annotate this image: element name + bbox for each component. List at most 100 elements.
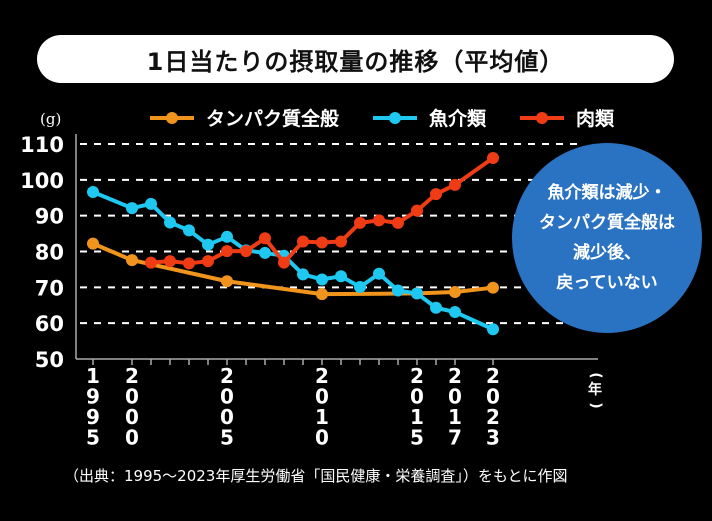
y-tick-label: 60 — [35, 312, 64, 336]
x-tick-label-char: 9 — [86, 385, 100, 409]
data-point — [316, 273, 328, 286]
data-point — [145, 256, 157, 269]
data-point — [183, 224, 195, 237]
data-point — [278, 256, 290, 269]
x-tick-label-char: 0 — [125, 405, 139, 429]
legend-label-fish: 魚介類 — [429, 108, 487, 130]
title-banner: 1日当たりの摂取量の推移（平均値） — [37, 35, 674, 83]
series-lines — [87, 151, 499, 336]
x-tick-label-char: 0 — [315, 426, 329, 450]
legend-item-fish: 魚介類 — [373, 104, 486, 131]
legend-item-protein: タンパク質全般 — [150, 104, 339, 131]
x-tick-label-char: 0 — [448, 385, 462, 409]
x-tick-label-char: 1 — [410, 405, 424, 429]
data-point — [183, 257, 195, 270]
y-tick-label: 80 — [35, 241, 64, 265]
legend: タンパク質全般 魚介類 肉類 — [150, 104, 648, 131]
x-tick-label-char: 0 — [220, 385, 234, 409]
source-note: （出典：1995～2023年厚生労働省「国民健康・栄養調査」）をもとに作図 — [64, 467, 568, 485]
callout-line: 減少後、 — [573, 243, 641, 263]
data-point — [316, 236, 328, 249]
data-point — [126, 202, 138, 215]
x-tick-label-char: 1 — [448, 405, 462, 429]
x-tick-label-char: 9 — [86, 405, 100, 429]
gridlines — [80, 143, 582, 325]
legend-swatch-meat — [520, 111, 565, 124]
x-tick-label-char: 7 — [448, 426, 462, 450]
callout-line: タンパク質全般は — [539, 213, 675, 233]
data-point — [487, 323, 499, 336]
data-point — [240, 245, 252, 258]
x-tick-label-char: 0 — [125, 426, 139, 450]
x-tick-label-char: 5 — [86, 426, 100, 450]
x-tick-label-char: 2 — [486, 364, 500, 388]
x-tick-label-char: 0 — [125, 385, 139, 409]
legend-swatch-protein — [150, 111, 194, 124]
data-point — [449, 285, 461, 298]
x-tick-label-char: 5 — [220, 426, 234, 450]
callout-line: 魚介類は減少・ — [547, 183, 667, 203]
x-tick-label-char: 0 — [486, 385, 500, 409]
data-point — [145, 197, 157, 210]
chart-title: 1日当たりの摂取量の推移（平均値） — [146, 47, 565, 76]
y-tick-label: 110 — [20, 133, 64, 157]
data-point — [297, 268, 309, 281]
x-tick-label-char: 2 — [220, 364, 234, 388]
data-point — [487, 281, 499, 294]
y-tick-labels: 50 60 70 80 90 100 110 — [20, 133, 64, 372]
x-tick-label-char: 0 — [410, 385, 424, 409]
data-point — [430, 301, 442, 314]
series-2 — [145, 151, 499, 270]
data-point — [126, 254, 138, 267]
data-point — [411, 204, 423, 217]
legend-label-protein: タンパク質全般 — [206, 108, 340, 130]
x-tick-label-char: 3 — [486, 426, 500, 450]
data-point — [87, 186, 99, 199]
x-tick-label-char: 0 — [220, 405, 234, 429]
data-point — [316, 288, 328, 301]
x-tick-label-char: 2 — [448, 364, 462, 388]
data-point — [411, 287, 423, 300]
data-point — [392, 216, 404, 229]
data-point — [354, 216, 366, 229]
data-point — [373, 214, 385, 227]
legend-item-meat: 肉類 — [520, 104, 614, 131]
callout-bubble: 魚介類は減少・ タンパク質全般は 減少後、 戻っていない — [512, 143, 702, 333]
data-point — [87, 237, 99, 250]
x-tick-label-char: 0 — [315, 385, 329, 409]
data-point — [164, 255, 176, 268]
data-point — [335, 235, 347, 248]
x-tick-label-char: 1 — [86, 364, 100, 388]
data-point — [221, 245, 233, 258]
axes — [75, 134, 598, 365]
data-point — [221, 230, 233, 243]
data-point — [335, 270, 347, 283]
data-point — [487, 151, 499, 164]
data-point — [430, 188, 442, 201]
x-tick-label-char: 2 — [315, 364, 329, 388]
x-axis-unit: ( 年 ) — [587, 372, 604, 409]
data-point — [259, 246, 271, 259]
data-point — [259, 232, 271, 245]
series-0 — [87, 237, 499, 301]
data-point — [449, 178, 461, 191]
y-axis-unit: (g) — [40, 110, 62, 128]
x-axis-unit-text: 年 — [588, 382, 602, 398]
x-tick-label-char: 5 — [410, 426, 424, 450]
data-point — [297, 235, 309, 248]
data-point — [164, 216, 176, 229]
x-tick-label-char: 1 — [315, 405, 329, 429]
y-tick-label: 100 — [20, 169, 64, 193]
data-point — [373, 267, 385, 280]
y-tick-label: 70 — [35, 276, 64, 300]
x-tick-label-char: 2 — [410, 364, 424, 388]
data-point — [354, 280, 366, 293]
legend-swatch-fish — [373, 111, 418, 124]
data-point — [202, 255, 214, 268]
data-point — [221, 275, 233, 288]
y-tick-label: 50 — [35, 348, 64, 372]
y-tick-label: 90 — [35, 205, 64, 229]
legend-label-meat: 肉類 — [576, 108, 615, 130]
